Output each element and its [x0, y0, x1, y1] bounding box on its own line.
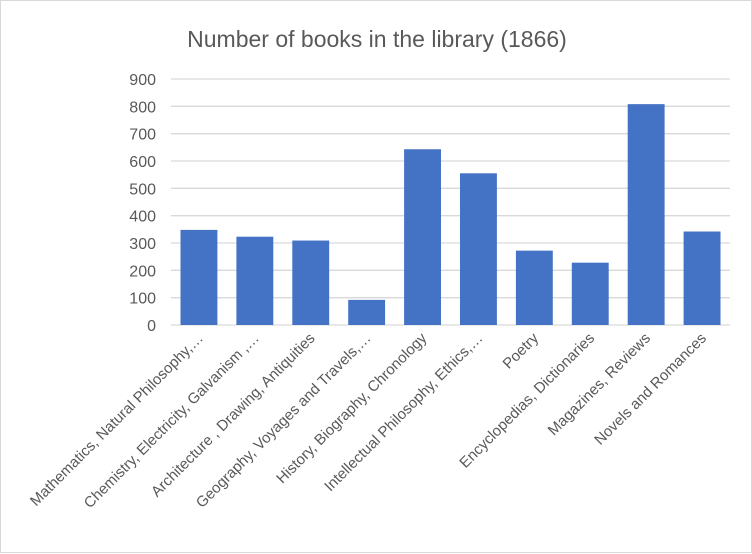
- bar: [180, 229, 218, 325]
- y-tick-label: 700: [129, 127, 156, 144]
- y-tick-label: 0: [147, 318, 156, 335]
- x-category-label: Magazines, Reviews: [545, 330, 654, 439]
- bar: [292, 240, 330, 325]
- y-tick-label: 100: [129, 291, 156, 308]
- bar: [683, 231, 721, 325]
- bar: [571, 262, 609, 325]
- bar: [627, 104, 665, 325]
- y-tick-label: 300: [129, 236, 156, 253]
- y-tick-label: 400: [129, 209, 156, 226]
- chart-title: Number of books in the library (1866): [187, 26, 567, 52]
- bar: [460, 173, 497, 325]
- bar: [515, 250, 553, 325]
- bar: [348, 299, 386, 325]
- x-category-label: Novels and Romances: [591, 330, 710, 449]
- y-tick-label: 200: [129, 263, 156, 280]
- y-tick-label: 500: [129, 181, 156, 198]
- bar: [404, 149, 441, 325]
- bar: [236, 236, 274, 325]
- y-tick-label: 900: [129, 72, 156, 89]
- x-category-label: Poetry: [499, 329, 542, 372]
- y-tick-label: 600: [129, 154, 156, 171]
- y-tick-label: 800: [129, 99, 156, 116]
